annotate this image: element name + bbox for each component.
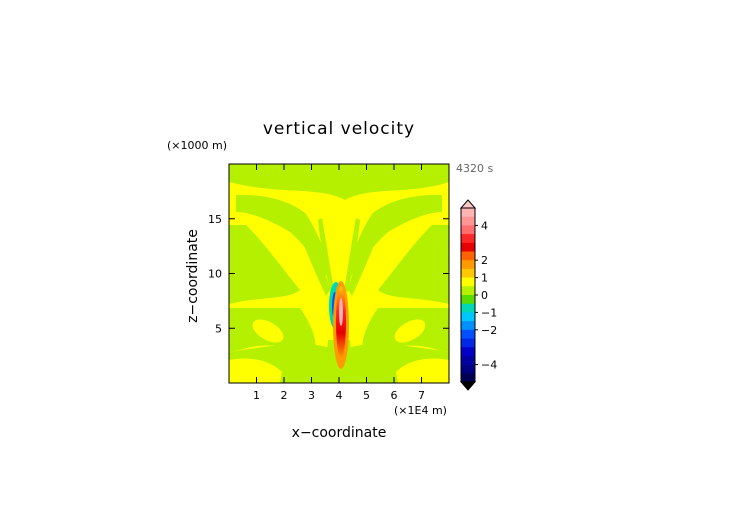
y-ticks: 5 10 15 — [208, 213, 449, 335]
colorbar-band — [461, 286, 475, 296]
x-axis-label: x−coordinate — [292, 425, 387, 441]
colorbar-band — [461, 234, 475, 244]
updraft-peak — [339, 298, 343, 326]
colorbar-above-arrow — [459, 199, 477, 209]
colorbar-band — [461, 347, 475, 357]
colorbar-band — [461, 260, 475, 270]
colorbar-below-arrow — [459, 381, 477, 391]
x-tick-label: 7 — [418, 389, 425, 402]
y-unit-label: (×1000 m) — [167, 139, 227, 152]
colorbar-band — [461, 216, 475, 226]
y-axis-label: z−coordinate — [185, 229, 201, 323]
x-tick-label: 5 — [363, 389, 370, 402]
time-label: 4320 s — [456, 162, 493, 175]
colorbar-tick-label: −4 — [481, 359, 497, 372]
y-tick-label: 10 — [208, 268, 222, 281]
x-ticks: 1 2 3 4 5 6 7 — [253, 164, 425, 402]
colorbar-band — [461, 251, 475, 261]
colorbar-band — [461, 312, 475, 322]
x-tick-label: 2 — [281, 389, 288, 402]
y-tick-label: 15 — [208, 213, 222, 226]
colorbar-band — [461, 277, 475, 287]
colorbar-band — [461, 321, 475, 331]
colorbar-band — [461, 338, 475, 348]
plot-area — [229, 164, 449, 383]
colorbar-band — [461, 242, 475, 252]
velocity-core — [329, 281, 349, 369]
colorbar-band — [461, 295, 475, 304]
x-tick-label: 1 — [253, 389, 260, 402]
colorbar-band — [461, 373, 475, 383]
colorbar-band — [461, 355, 475, 365]
colorbar-tick-label: 0 — [481, 289, 488, 302]
colorbar-band — [461, 303, 475, 313]
colorbar-band — [461, 268, 475, 278]
colorbar-tick-label: 2 — [481, 254, 488, 267]
y-tick-label: 5 — [215, 322, 222, 335]
chart-title: vertical velocity — [263, 119, 415, 139]
x-tick-label: 6 — [391, 389, 398, 402]
colorbar-band — [461, 225, 475, 235]
colorbar: 4 2 1 0 −1 −2 −4 — [459, 199, 497, 391]
x-unit-label: (×1E4 m) — [394, 404, 447, 417]
colorbar-tick-label: 4 — [481, 219, 488, 232]
colorbar-band — [461, 329, 475, 339]
x-tick-label: 3 — [308, 389, 315, 402]
colorbar-band — [461, 208, 475, 217]
positive-islands — [229, 319, 449, 383]
colorbar-tick-label: −1 — [481, 306, 497, 319]
x-tick-label: 4 — [336, 389, 343, 402]
colorbar-tick-label: 1 — [481, 272, 488, 285]
colorbar-band — [461, 364, 475, 374]
colorbar-tick-label: −2 — [481, 324, 497, 337]
